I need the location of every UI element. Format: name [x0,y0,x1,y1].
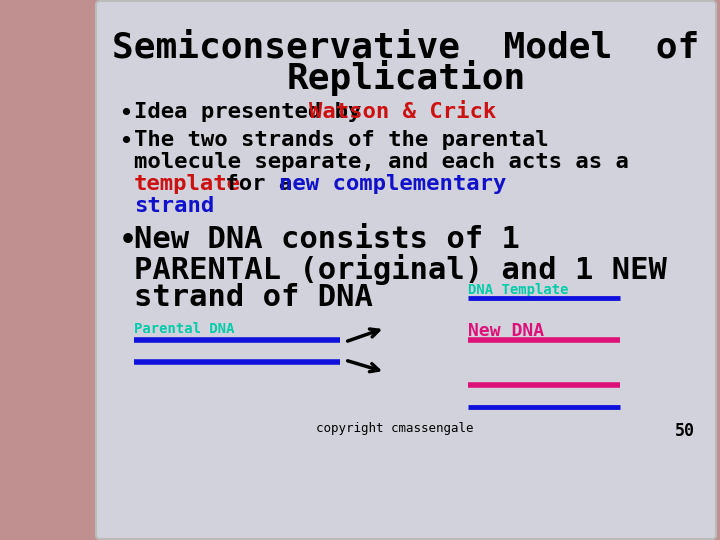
Text: PARENTAL (original) and 1 NEW: PARENTAL (original) and 1 NEW [134,254,667,285]
Text: •: • [118,130,133,154]
Text: Semiconservative  Model  of: Semiconservative Model of [112,30,700,64]
Text: strand: strand [134,196,215,216]
Text: for a: for a [212,174,305,194]
Text: The two strands of the parental: The two strands of the parental [134,130,549,150]
Text: DNA Template: DNA Template [468,283,569,297]
Text: Replication: Replication [287,60,526,96]
Text: copyright cmassengale: copyright cmassengale [316,422,474,435]
Text: New DNA: New DNA [468,322,544,340]
Text: •: • [118,102,133,126]
Text: Idea presented by: Idea presented by [134,102,374,122]
Text: Parental DNA: Parental DNA [134,322,235,336]
FancyBboxPatch shape [96,1,716,539]
Text: template: template [134,174,241,194]
Text: •: • [118,225,138,258]
FancyBboxPatch shape [0,0,110,540]
Text: strand of DNA: strand of DNA [134,283,373,312]
Text: new complementary: new complementary [279,174,506,194]
Text: Watson & Crick: Watson & Crick [309,102,496,122]
Text: molecule separate, and each acts as a: molecule separate, and each acts as a [134,152,629,172]
Text: 50: 50 [675,422,695,440]
Text: New DNA consists of 1: New DNA consists of 1 [134,225,520,254]
